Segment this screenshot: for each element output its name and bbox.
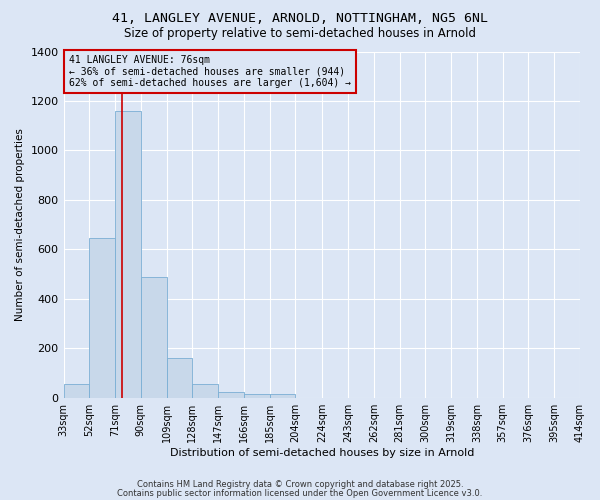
Bar xyxy=(193,384,218,398)
Bar xyxy=(89,238,115,398)
Text: 41, LANGLEY AVENUE, ARNOLD, NOTTINGHAM, NG5 6NL: 41, LANGLEY AVENUE, ARNOLD, NOTTINGHAM, … xyxy=(112,12,488,26)
Bar xyxy=(244,394,269,398)
Text: 41 LANGLEY AVENUE: 76sqm
← 36% of semi-detached houses are smaller (944)
62% of : 41 LANGLEY AVENUE: 76sqm ← 36% of semi-d… xyxy=(69,55,351,88)
Text: Contains HM Land Registry data © Crown copyright and database right 2025.: Contains HM Land Registry data © Crown c… xyxy=(137,480,463,489)
Bar xyxy=(218,392,244,398)
Bar xyxy=(269,394,295,398)
Bar xyxy=(167,358,193,398)
Text: Contains public sector information licensed under the Open Government Licence v3: Contains public sector information licen… xyxy=(118,489,482,498)
Text: Size of property relative to semi-detached houses in Arnold: Size of property relative to semi-detach… xyxy=(124,28,476,40)
Y-axis label: Number of semi-detached properties: Number of semi-detached properties xyxy=(15,128,25,321)
Bar xyxy=(115,111,141,398)
X-axis label: Distribution of semi-detached houses by size in Arnold: Distribution of semi-detached houses by … xyxy=(170,448,474,458)
Bar xyxy=(64,384,89,398)
Bar xyxy=(141,276,167,398)
